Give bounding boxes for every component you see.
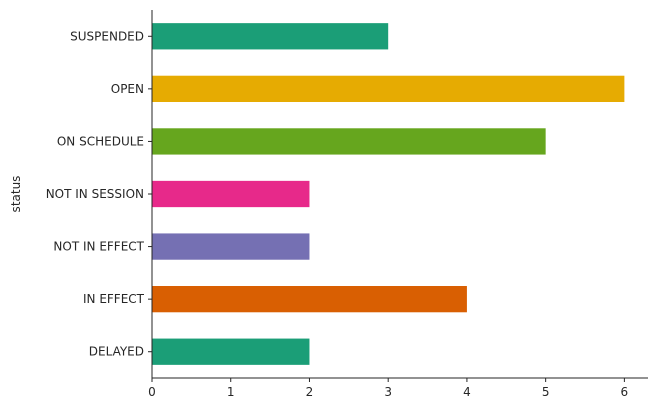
bars-group	[152, 23, 625, 365]
bar-open	[152, 75, 625, 102]
y-tick-label: NOT IN SESSION	[46, 187, 144, 201]
y-tick-label: ON SCHEDULE	[57, 134, 144, 148]
x-tick-label: 2	[306, 385, 314, 399]
bar-on-schedule	[152, 128, 546, 155]
x-tick-label: 5	[542, 385, 550, 399]
x-tick-label: 3	[384, 385, 392, 399]
bar-in-effect	[152, 286, 467, 313]
y-tick-label: NOT IN EFFECT	[53, 240, 144, 254]
x-tick-labels: 0 1 2 3 4 5 6	[148, 378, 628, 399]
x-tick-label: 1	[227, 385, 235, 399]
y-tick-label: OPEN	[111, 82, 144, 96]
x-tick-label: 6	[621, 385, 629, 399]
y-tick-label: IN EFFECT	[83, 292, 145, 306]
y-tick-labels: SUSPENDED OPEN ON SCHEDULE NOT IN SESSION NO…	[46, 29, 152, 359]
bar-delayed	[152, 338, 310, 365]
bar-suspended	[152, 23, 389, 50]
x-tick-label: 4	[463, 385, 471, 399]
y-axis-title: status	[9, 176, 23, 213]
bar-not-in-effect	[152, 233, 310, 260]
bar-not-in-session	[152, 180, 310, 208]
y-tick-label: DELAYED	[89, 345, 144, 359]
x-tick-label: 0	[148, 385, 156, 399]
y-tick-label: SUSPENDED	[70, 29, 144, 43]
